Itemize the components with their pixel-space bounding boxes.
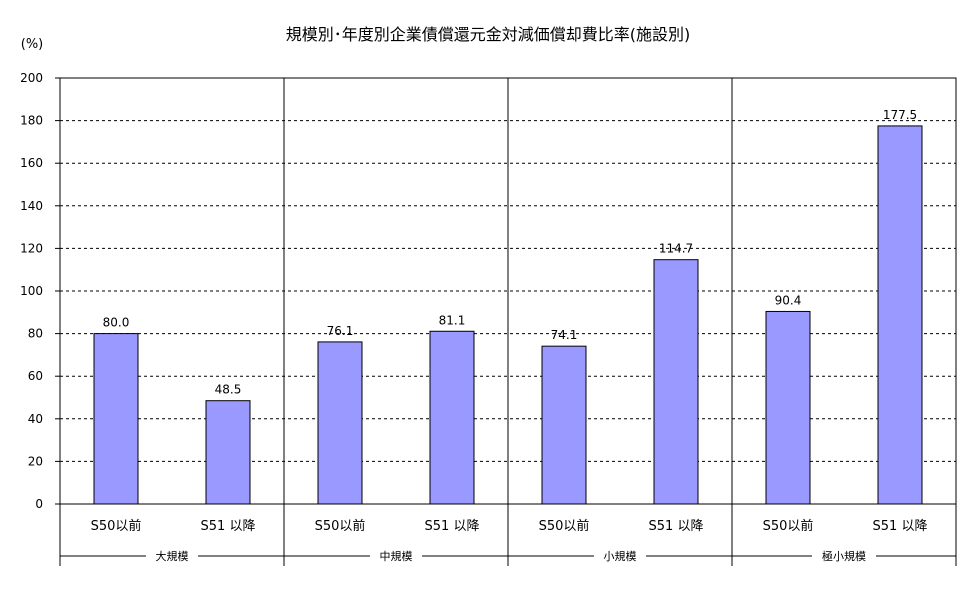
bar-value-label: 81.1 bbox=[439, 313, 466, 327]
bar-value-label: 48.5 bbox=[215, 383, 242, 397]
bar bbox=[429, 330, 475, 505]
bar bbox=[877, 125, 923, 505]
labels: 0 20 40 60 80 100 120 140 160 180 200 80.0 S50以前 48.5… bbox=[20, 71, 927, 563]
bars bbox=[93, 125, 923, 505]
bar bbox=[541, 345, 587, 505]
plot-frame bbox=[55, 77, 957, 566]
y-tick-label: 140 bbox=[20, 199, 43, 213]
bar bbox=[205, 400, 251, 505]
y-tick-label: 120 bbox=[20, 241, 43, 255]
bar bbox=[653, 259, 699, 505]
y-tick-label: 40 bbox=[28, 412, 43, 426]
y-axis-unit-label: (%) bbox=[21, 37, 44, 52]
bar-value-label: 114.7 bbox=[659, 242, 693, 256]
y-tick-label: 100 bbox=[20, 284, 43, 298]
x-category-label: S50以前 bbox=[539, 518, 590, 534]
y-tick-label: 160 bbox=[20, 156, 43, 170]
x-group-label: 小規模 bbox=[604, 549, 637, 563]
x-category-label: S51 以降 bbox=[873, 519, 928, 534]
bar bbox=[317, 341, 363, 505]
group-separators bbox=[283, 78, 733, 504]
x-group-label: 中規模 bbox=[380, 549, 413, 563]
x-category-label: S51 以降 bbox=[649, 519, 704, 534]
bar-value-label: 76.1 bbox=[327, 324, 354, 338]
bar-value-label: 90.4 bbox=[775, 293, 802, 307]
y-tick-label: 180 bbox=[20, 114, 43, 128]
x-category-label: S50以前 bbox=[315, 518, 366, 534]
x-category-label: S50以前 bbox=[91, 518, 142, 534]
x-category-label: S51 以降 bbox=[201, 519, 256, 534]
bar-value-label: 80.0 bbox=[103, 316, 130, 330]
bar bbox=[93, 333, 139, 505]
chart-title: 規模別･年度別企業債償還元金対減価償却費比率(施設別) bbox=[286, 25, 691, 44]
bar-value-label: 74.1 bbox=[551, 328, 578, 342]
x-group-label: 大規模 bbox=[156, 549, 189, 563]
bar bbox=[765, 310, 811, 505]
y-tick-label: 0 bbox=[35, 497, 43, 511]
y-tick-label: 80 bbox=[28, 327, 43, 341]
x-category-label: S50以前 bbox=[763, 518, 814, 534]
y-tick-label: 200 bbox=[20, 71, 43, 85]
x-category-label: S51 以降 bbox=[425, 519, 480, 534]
x-group-label: 極小規模 bbox=[822, 549, 866, 563]
y-tick-label: 60 bbox=[28, 369, 43, 383]
bar-value-label: 177.5 bbox=[883, 108, 917, 122]
y-tick-label: 20 bbox=[28, 454, 43, 468]
